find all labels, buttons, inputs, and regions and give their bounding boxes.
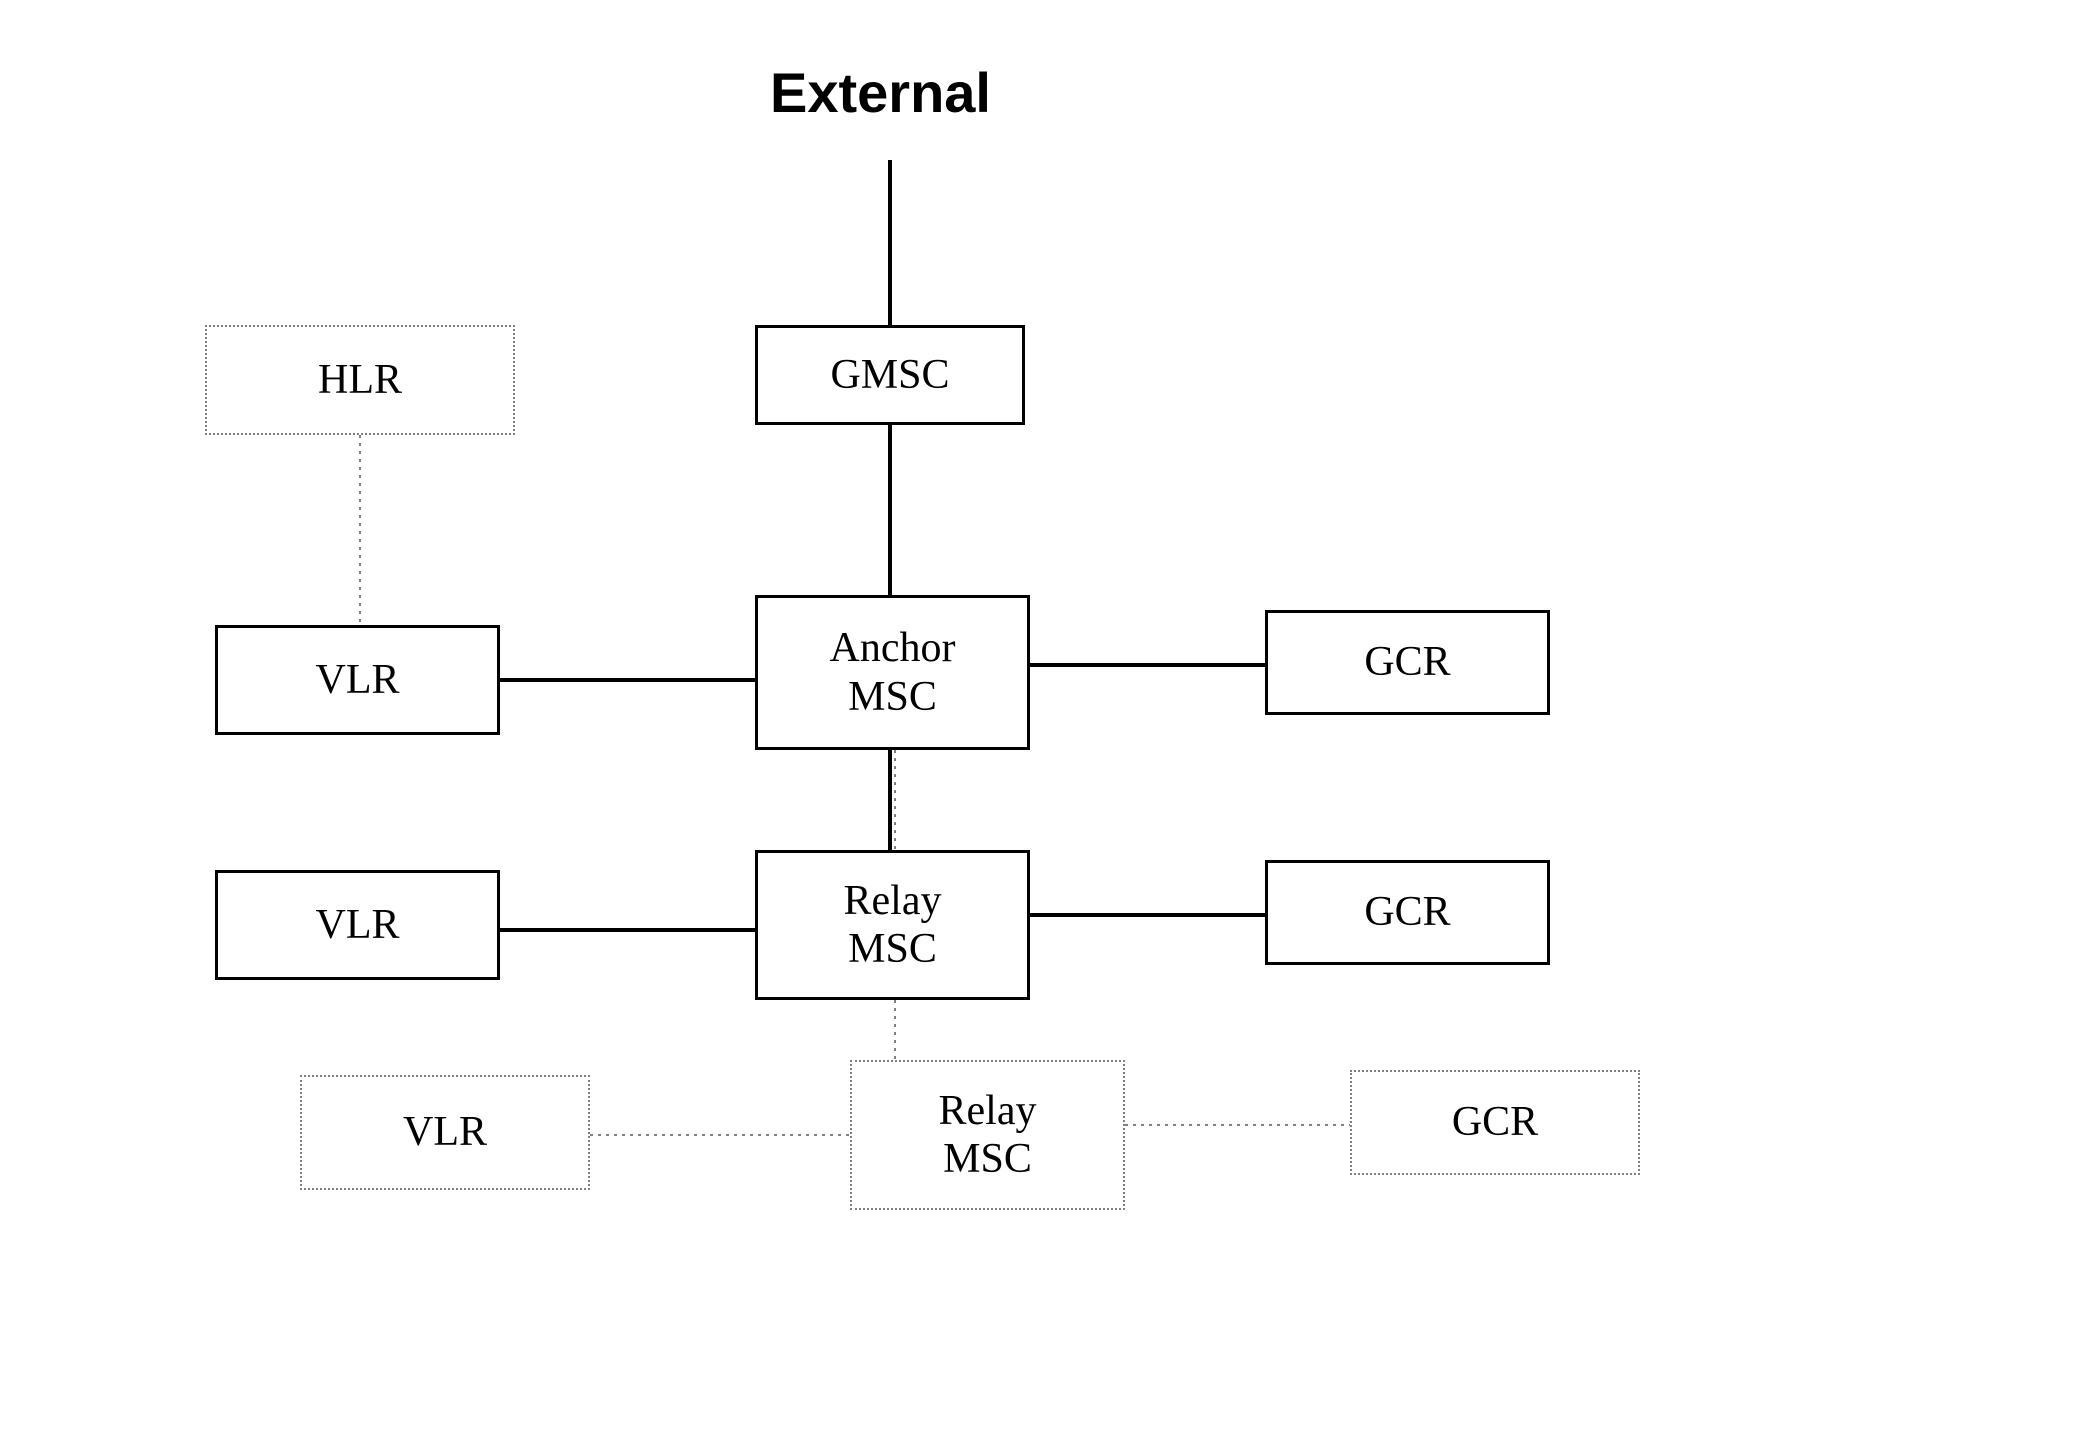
network-diagram: External HLR GMSC VLR AnchorMSC GCR VLR RelayM… [0, 0, 2076, 1441]
node-gmsc: GMSC [755, 325, 1025, 425]
node-relay_msc1: RelayMSC [755, 850, 1030, 1000]
diagram-title: External [770, 60, 991, 125]
node-gcr1: GCR [1265, 610, 1550, 715]
node-gcr2: GCR [1265, 860, 1550, 965]
node-vlr2: VLR [215, 870, 500, 980]
node-relay_msc2: RelayMSC [850, 1060, 1125, 1210]
node-anchor_msc: AnchorMSC [755, 595, 1030, 750]
node-gcr3: GCR [1350, 1070, 1640, 1175]
node-vlr3: VLR [300, 1075, 590, 1190]
node-hlr: HLR [205, 325, 515, 435]
node-vlr1: VLR [215, 625, 500, 735]
